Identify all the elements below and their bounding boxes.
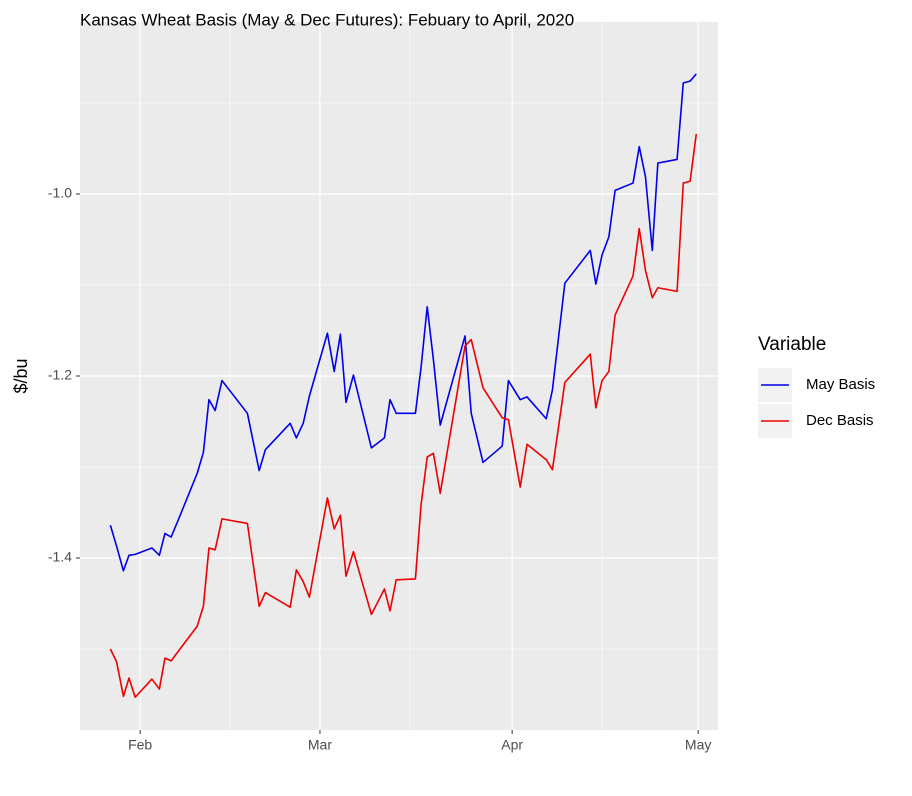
legend-label: May Basis — [806, 376, 875, 393]
series-line — [109, 73, 697, 572]
legend-label: Dec Basis — [806, 412, 874, 429]
y-tick-label: -1.0 — [48, 185, 72, 201]
y-axis-title: $/bu — [11, 358, 31, 393]
y-tick-label: -1.4 — [48, 549, 72, 565]
legend-title: Variable — [758, 334, 826, 355]
chart-title: Kansas Wheat Basis (May & Dec Futures): … — [80, 10, 574, 29]
x-tick-label: Mar — [308, 737, 332, 753]
series-line — [109, 133, 698, 699]
x-tick-label: Apr — [501, 737, 523, 753]
x-tick-label: May — [685, 737, 711, 753]
x-tick-label: Feb — [128, 737, 152, 753]
y-tick-label: -1.2 — [48, 367, 72, 383]
